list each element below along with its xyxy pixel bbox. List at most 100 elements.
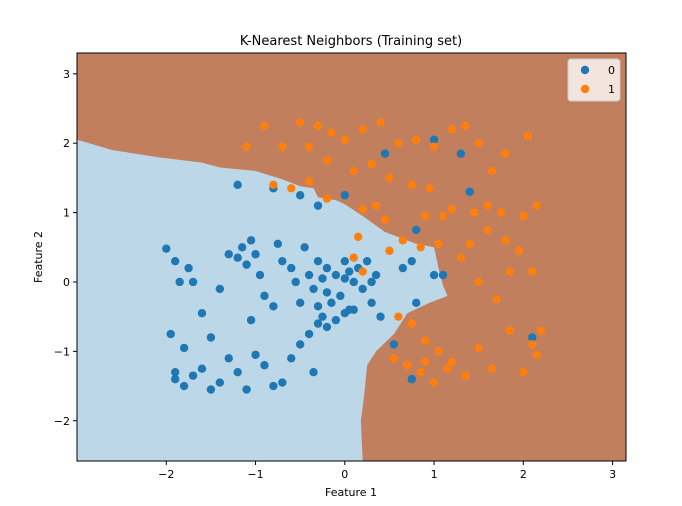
data-point-class-1 (496, 208, 506, 217)
data-point-class-0 (376, 312, 385, 321)
data-point-class-0 (380, 149, 390, 158)
data-point-class-1 (461, 371, 470, 380)
data-point-class-0 (224, 250, 233, 259)
data-point-class-1 (429, 378, 439, 387)
data-point-class-0 (349, 305, 358, 314)
x-tick-label: 2 (520, 468, 527, 481)
data-point-class-0 (322, 322, 332, 332)
data-point-class-1 (505, 326, 515, 335)
data-point-class-0 (233, 180, 242, 190)
data-point-class-1 (416, 367, 425, 377)
data-point-class-1 (358, 267, 367, 276)
data-point-class-1 (519, 367, 528, 377)
legend-marker-class-1 (580, 84, 590, 94)
x-tick-label: 1 (431, 468, 438, 481)
data-point-class-1 (407, 319, 416, 328)
data-point-class-0 (260, 361, 269, 370)
data-point-class-1 (304, 142, 314, 151)
data-point-class-0 (184, 263, 193, 273)
data-point-class-0 (389, 340, 399, 349)
data-point-class-1 (514, 246, 524, 255)
data-point-class-0 (331, 315, 341, 325)
data-point-class-0 (197, 364, 207, 373)
y-tick-label: 1 (63, 207, 70, 220)
data-point-class-1 (304, 177, 314, 186)
data-point-class-0 (206, 385, 216, 394)
data-point-class-1 (474, 343, 483, 353)
data-point-class-0 (456, 149, 466, 158)
data-point-class-1 (536, 326, 546, 335)
data-point-class-0 (188, 277, 198, 287)
data-point-class-0 (309, 284, 318, 294)
data-point-class-1 (260, 121, 269, 131)
data-point-class-0 (251, 250, 260, 259)
data-point-class-0 (349, 277, 358, 287)
scatter-points (162, 118, 546, 394)
data-point-class-0 (438, 270, 448, 280)
data-point-class-0 (345, 267, 354, 276)
data-point-class-1 (425, 184, 434, 193)
data-point-class-1 (295, 118, 305, 127)
data-point-class-1 (371, 201, 381, 210)
data-point-class-1 (483, 225, 492, 235)
data-point-class-1 (492, 295, 501, 304)
data-point-class-0 (340, 274, 350, 283)
data-point-class-0 (340, 256, 350, 266)
data-point-class-0 (170, 374, 180, 384)
data-point-class-0 (246, 236, 256, 245)
data-point-class-0 (412, 298, 421, 307)
data-point-class-1 (340, 135, 350, 144)
data-point-class-0 (278, 378, 287, 387)
data-point-class-1 (501, 236, 510, 245)
data-point-class-0 (300, 243, 309, 252)
data-point-class-0 (367, 277, 376, 287)
data-point-class-0 (287, 354, 296, 363)
data-point-class-0 (197, 309, 207, 318)
x-tick-label: −2 (158, 468, 174, 481)
data-point-class-0 (327, 298, 336, 307)
data-point-class-1 (487, 364, 497, 373)
data-point-class-1 (487, 166, 497, 176)
data-point-class-1 (385, 173, 394, 183)
data-point-class-0 (318, 274, 327, 283)
data-point-class-0 (170, 367, 180, 377)
data-point-class-1 (385, 246, 394, 255)
data-point-class-1 (367, 159, 376, 169)
data-point-class-0 (429, 270, 439, 280)
data-point-class-1 (242, 142, 251, 151)
data-point-class-1 (474, 139, 483, 148)
data-point-class-1 (461, 121, 470, 131)
data-point-class-0 (313, 256, 323, 266)
data-point-class-1 (532, 350, 541, 360)
data-point-class-0 (429, 135, 439, 144)
data-point-class-1 (322, 194, 332, 203)
data-point-class-0 (251, 350, 260, 360)
data-point-class-0 (304, 329, 314, 339)
data-point-class-1 (465, 239, 474, 249)
data-point-class-1 (434, 347, 443, 356)
data-point-class-1 (420, 336, 430, 346)
data-point-class-1 (434, 239, 443, 249)
data-point-class-0 (162, 244, 171, 253)
data-point-class-1 (519, 211, 528, 221)
data-point-class-1 (523, 132, 533, 141)
data-point-class-0 (331, 270, 341, 280)
data-point-class-0 (170, 256, 180, 266)
data-point-class-1 (456, 253, 466, 262)
y-tick-label: 0 (63, 276, 70, 289)
data-point-class-1 (398, 236, 408, 245)
data-point-class-1 (358, 204, 367, 214)
data-point-class-1 (389, 354, 399, 363)
data-point-class-0 (322, 263, 332, 273)
data-point-class-0 (233, 253, 242, 262)
data-point-class-0 (166, 329, 175, 339)
data-point-class-0 (313, 302, 323, 311)
data-point-class-0 (358, 284, 367, 294)
x-axis-ticks: −2 −1 0 1 2 3 (158, 461, 616, 481)
plot-frame (76, 52, 627, 462)
data-point-class-1 (528, 340, 537, 349)
y-tick-label: −1 (54, 345, 70, 358)
data-point-class-1 (483, 201, 492, 210)
data-point-class-0 (287, 263, 296, 273)
data-point-class-0 (295, 191, 305, 200)
